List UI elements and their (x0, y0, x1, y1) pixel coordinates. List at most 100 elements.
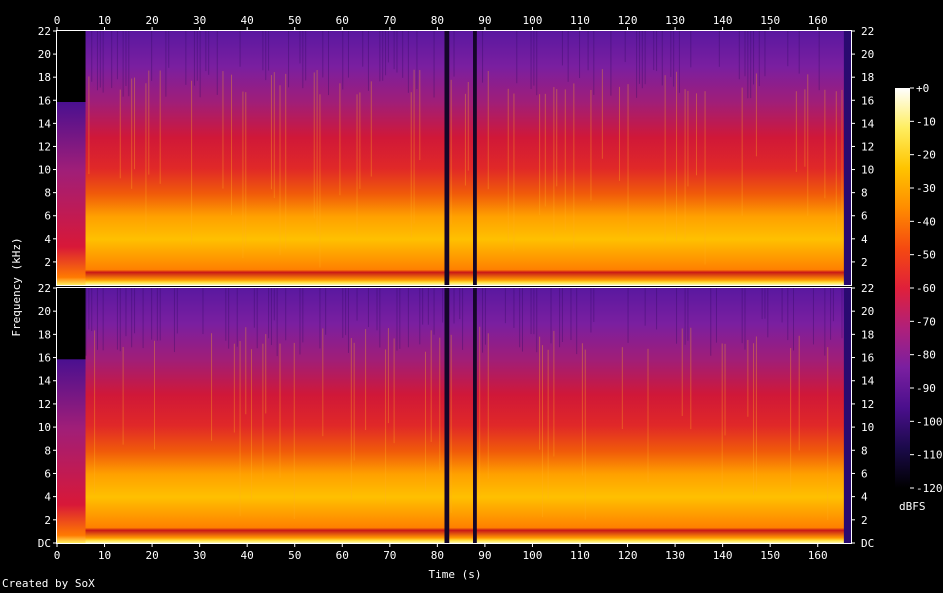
spectrogram-channel-2 (56, 287, 852, 544)
streak (567, 31, 569, 82)
streak (319, 288, 321, 349)
streak (653, 31, 655, 71)
streak (827, 347, 829, 521)
streak (159, 70, 161, 184)
y-tick-label-left: 20 (38, 48, 51, 61)
streak (590, 288, 592, 333)
streak (262, 31, 264, 71)
streak (402, 31, 404, 78)
streak (755, 336, 757, 492)
streak (830, 288, 832, 340)
streak (279, 85, 281, 256)
streak (313, 72, 315, 219)
y-tick-label-left: 2 (44, 256, 51, 269)
streak (678, 31, 680, 93)
streak (804, 89, 806, 167)
streak (710, 288, 712, 356)
streak (359, 92, 361, 189)
streak (593, 31, 595, 95)
streak (427, 288, 429, 325)
streak (211, 333, 213, 441)
texture-streaks (88, 31, 843, 268)
y-tick-label-left: 16 (38, 94, 51, 107)
streak (718, 31, 720, 67)
streak (590, 89, 592, 201)
streak (547, 349, 549, 500)
y-tick-label-left: 20 (38, 305, 51, 318)
streak (832, 288, 834, 322)
streak (459, 288, 461, 320)
streak (513, 93, 515, 252)
streak (322, 328, 324, 437)
y-tick-label-left: 14 (38, 375, 52, 388)
x-tick-label-bottom: 40 (241, 549, 254, 562)
streak (753, 31, 755, 85)
y-tick-label-left: 22 (38, 282, 51, 295)
streak (122, 31, 124, 97)
streak (316, 70, 318, 236)
streak (165, 31, 167, 97)
streak (724, 343, 726, 436)
spectrogram-channel-1 (56, 30, 852, 286)
streak (684, 89, 686, 240)
streak (262, 343, 264, 480)
streak (191, 80, 193, 245)
streak (561, 288, 563, 343)
streak (168, 31, 170, 68)
x-tick-label-bottom: 30 (193, 549, 206, 562)
x-tick-label-bottom: 100 (523, 549, 543, 562)
streak (102, 31, 104, 93)
y-tick-label-right: 8 (861, 444, 868, 457)
streak (268, 31, 270, 71)
silence-gap (444, 31, 450, 285)
streak (467, 82, 469, 171)
streak (747, 339, 749, 417)
streak (721, 343, 723, 494)
x-tick-label-bottom: 20 (145, 549, 158, 562)
colorbar-tick-label: -50 (916, 249, 936, 262)
y-tick-label-right: 18 (861, 328, 874, 341)
streak (319, 94, 321, 268)
x-tick-label-top: 0 (54, 14, 61, 27)
streak (239, 31, 241, 67)
streak (353, 342, 355, 461)
streak (442, 288, 444, 323)
colorbar-tick-label: -90 (916, 382, 936, 395)
x-tick-label-top: 140 (713, 14, 733, 27)
y-tick-label-left: 8 (44, 187, 51, 200)
x-tick-label-top: 110 (570, 14, 590, 27)
streak (579, 31, 581, 79)
texture-streaks (85, 288, 843, 521)
streak (644, 31, 646, 85)
streak (696, 93, 698, 176)
streak (482, 288, 484, 353)
streak (781, 288, 783, 323)
y-tick-label-left: 12 (38, 398, 51, 411)
streak (576, 288, 578, 355)
streak (824, 89, 826, 199)
x-tick-label-top: 120 (618, 14, 638, 27)
streak (504, 288, 506, 324)
streak (128, 31, 130, 97)
streak (792, 288, 794, 351)
streak (339, 83, 341, 196)
streak (125, 31, 127, 87)
streak (841, 288, 843, 339)
spectrogram-body (57, 288, 851, 543)
streak (119, 288, 121, 352)
y-tick-label-right: 4 (861, 491, 868, 504)
streak (99, 31, 101, 88)
streak (396, 288, 398, 351)
x-axis-bottom: 0 10 20 30 40 50 60 70 80 90 100 110 120 130 140 150 160 (54, 543, 828, 562)
y-tick-label-right: 22 (861, 25, 874, 38)
x-tick-label-bottom: 60 (336, 549, 349, 562)
streak (587, 31, 589, 71)
x-tick-label-bottom: 10 (98, 549, 111, 562)
x-tick-label-top: 80 (431, 14, 444, 27)
streak (758, 31, 760, 87)
y-tick-label-right: 22 (861, 282, 874, 295)
streak (273, 72, 275, 199)
streak (453, 31, 455, 77)
streak (453, 288, 455, 324)
streak (484, 288, 486, 345)
